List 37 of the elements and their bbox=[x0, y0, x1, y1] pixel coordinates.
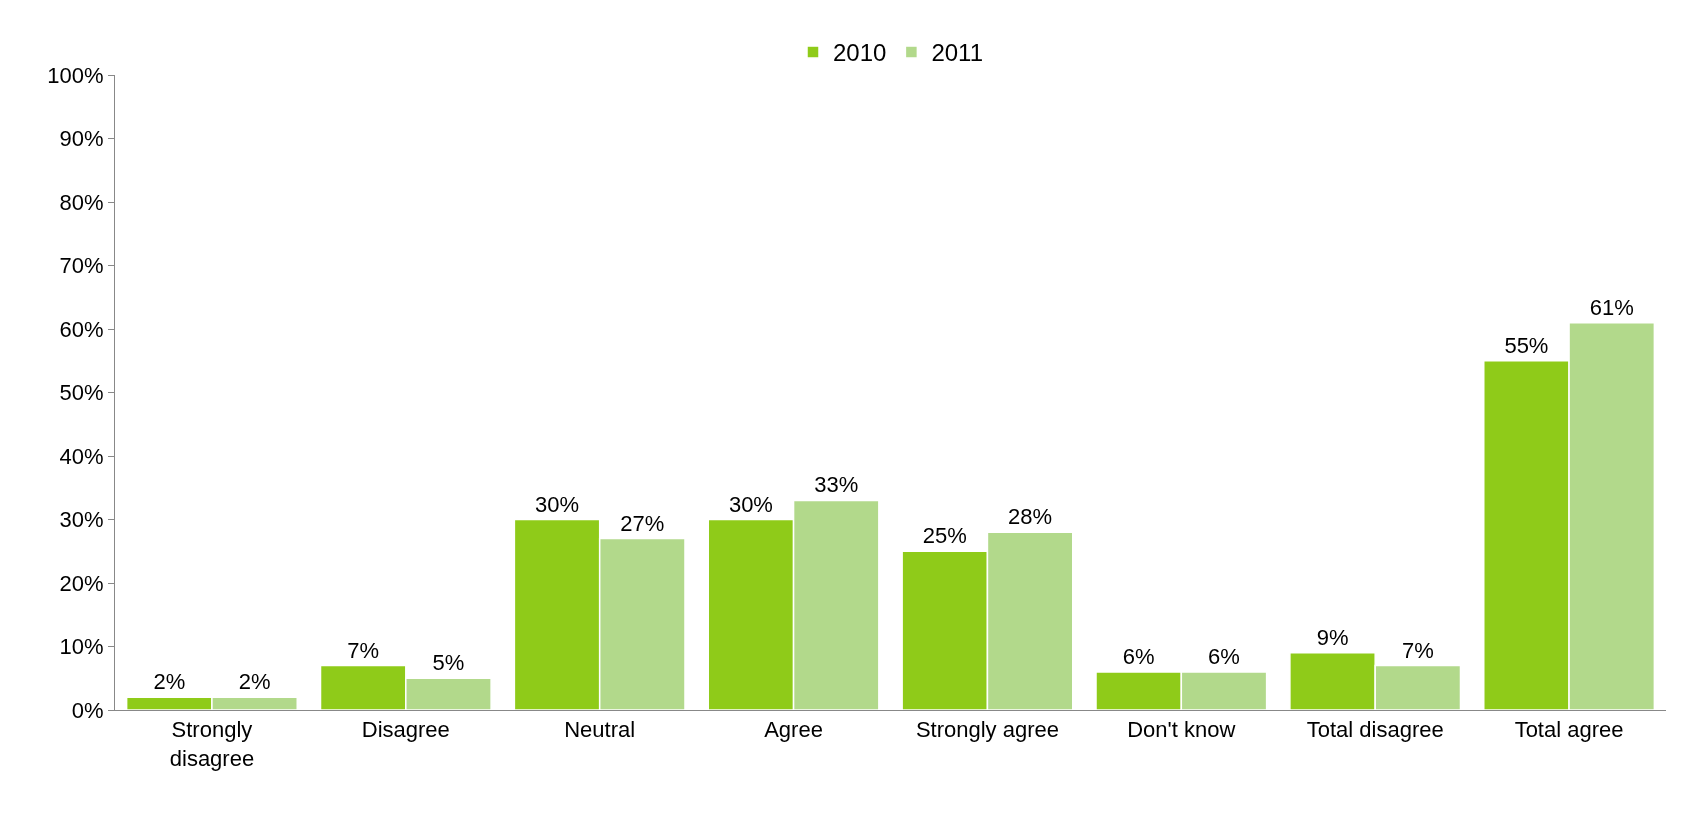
text: 6% bbox=[1122, 643, 1155, 669]
y-tick-label: 80% bbox=[59, 189, 104, 215]
text: 9% bbox=[1316, 624, 1349, 650]
text: 27% bbox=[620, 510, 665, 536]
y-tick-label: 10% bbox=[59, 634, 104, 660]
text: 55% bbox=[1504, 332, 1549, 358]
text: 7% bbox=[347, 637, 380, 663]
x-tick-label: Neutral bbox=[564, 717, 636, 743]
y-tick-label: 30% bbox=[59, 507, 104, 533]
text: 61% bbox=[1589, 294, 1634, 320]
text: 2% bbox=[238, 669, 271, 695]
x-tick-label: Agree bbox=[764, 717, 823, 743]
y-tick-label: 40% bbox=[59, 443, 104, 469]
text: 25% bbox=[922, 523, 967, 549]
y-tick-label: 90% bbox=[59, 126, 104, 152]
y-tick-label: 100% bbox=[47, 62, 104, 88]
x-tick-label: Strongly agree bbox=[915, 717, 1059, 743]
y-tick-label: 0% bbox=[71, 697, 104, 723]
legend-label: 2010 bbox=[833, 39, 887, 67]
legend-label: 2011 bbox=[931, 39, 983, 67]
x-tick-label: Strongly disagree bbox=[169, 717, 255, 771]
y-tick-label: 60% bbox=[59, 316, 104, 342]
text: 6% bbox=[1208, 643, 1240, 669]
text: 7% bbox=[1401, 637, 1434, 663]
y-tick-label: 70% bbox=[59, 253, 104, 279]
text: 5% bbox=[432, 650, 465, 676]
x-tick-label: Don't know bbox=[1127, 717, 1236, 743]
text: 33% bbox=[814, 472, 859, 498]
x-tick-label: Disagree bbox=[361, 717, 450, 743]
x-tick-label: Total agree bbox=[1514, 717, 1624, 743]
text: 2% bbox=[153, 669, 186, 695]
x-tick-label: Total disagree bbox=[1306, 717, 1444, 743]
text: 30% bbox=[535, 491, 580, 517]
text: 28% bbox=[1008, 504, 1053, 530]
text: 30% bbox=[728, 491, 773, 517]
y-tick-label: 20% bbox=[59, 570, 104, 596]
y-tick-label: 50% bbox=[59, 380, 104, 406]
